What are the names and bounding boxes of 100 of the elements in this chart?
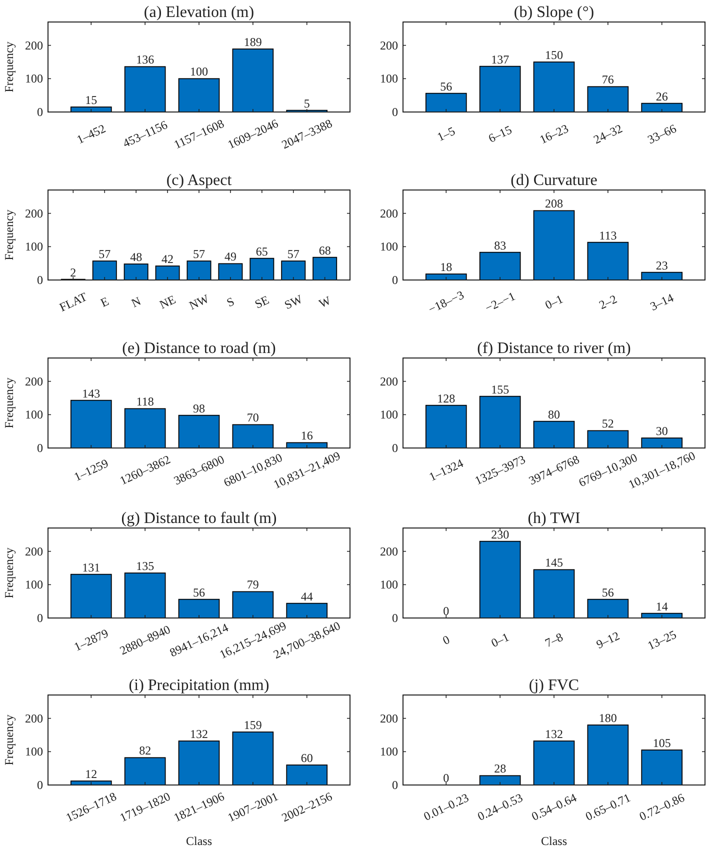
data-label: 131 [82,560,100,574]
x-tick-label: SW [282,292,306,312]
data-label: 26 [656,89,668,104]
chart-title: (f) Distance to river (m) [477,340,631,357]
y-tick-label: 200 [25,711,43,726]
data-label: 28 [494,762,506,776]
data-label: 57 [287,247,300,261]
x-tick-label: 6–15 [486,122,514,146]
y-axis-title: Frequency [2,548,16,598]
data-label: 56 [193,585,205,600]
chart-title: (e) Distance to road (m) [122,340,276,357]
y-axis-title: Frequency [2,378,16,428]
data-label: 2 [70,265,76,280]
data-label: 80 [548,407,560,422]
data-label: 132 [190,727,208,741]
y-tick-label: 100 [380,744,398,759]
data-label: 105 [652,736,671,750]
y-tick-label: 100 [380,578,398,592]
x-tick-label: 9–12 [594,628,622,652]
chart-title: (d) Curvature [510,172,598,189]
chart-title: (a) Elevation (m) [144,4,254,21]
y-tick-label: 200 [25,374,43,388]
x-tick-label: 1–452 [74,121,108,147]
y-tick-label: 200 [380,206,398,220]
data-label: 118 [136,394,154,409]
y-tick-label: 0 [392,273,398,287]
x-tick-label: −2–−1 [482,288,518,316]
y-axis-title: Frequency [2,210,16,260]
data-label: 56 [602,585,614,600]
y-tick-label: 200 [25,206,43,220]
data-label: 15 [85,93,98,107]
data-label: 60 [300,751,313,765]
data-label: 230 [491,527,510,542]
y-tick-label: 100 [25,408,43,422]
data-label: 137 [491,52,510,66]
data-label: 128 [437,391,456,406]
x-tick-label: SE [252,292,272,312]
x-tick-label: FLAT [57,289,90,314]
data-label: 44 [300,589,313,604]
data-label: 208 [545,196,563,211]
y-tick-label: 100 [25,578,43,592]
chart-title: (i) Precipitation (mm) [128,677,270,694]
x-tick-label: 2–2 [596,292,620,312]
y-tick-label: 100 [25,72,43,86]
chart-title: (b) Slope (°) [514,4,594,21]
x-tick-label: S [224,294,236,310]
y-tick-label: 200 [25,38,43,52]
chart-title: (h) TWI [528,510,580,527]
y-tick-label: 100 [380,240,398,254]
x-axis-title: Class [186,834,212,848]
data-label: 100 [190,64,208,79]
data-label: 159 [244,718,262,732]
data-label: 79 [246,578,259,592]
y-tick-label: 100 [25,744,43,759]
x-tick-label: 24–32 [591,121,624,147]
data-label: 143 [82,386,100,400]
data-label: 48 [130,250,142,264]
y-axis-title: Frequency [2,714,16,766]
x-tick-label: −18–−3 [426,288,466,316]
data-label: 150 [545,48,563,62]
data-label: 14 [656,599,668,614]
x-tick-label: E [98,294,111,310]
data-label: 132 [545,727,563,741]
data-label: 18 [440,260,452,274]
data-label: 42 [162,252,174,266]
x-tick-label: 7–8 [542,630,566,650]
data-label: 12 [85,767,98,781]
y-tick-label: 0 [37,778,43,792]
chart-title: (g) Distance to fault (m) [121,510,277,527]
y-tick-label: 0 [392,105,398,119]
data-label: 52 [602,416,614,431]
data-label: 49 [224,250,236,264]
x-tick-label: 13–25 [645,627,678,653]
x-tick-label: NW [186,291,212,313]
y-tick-label: 200 [380,374,398,388]
x-tick-label: 33–66 [645,121,678,147]
y-tick-label: 200 [380,544,398,558]
chart-title: (j) FVC [528,677,580,694]
data-label: 83 [494,238,506,252]
y-tick-label: 0 [392,778,398,792]
data-label: 56 [440,79,452,94]
y-tick-label: 200 [380,711,398,726]
data-label: 82 [139,744,152,758]
data-label: 0 [443,771,450,785]
data-label: 30 [656,424,668,438]
data-label: 136 [136,52,154,67]
y-tick-label: 100 [380,408,398,422]
y-tick-label: 100 [25,240,43,254]
x-tick-label: 0 [440,632,452,648]
y-tick-label: 200 [380,38,398,52]
data-label: 76 [602,72,614,87]
data-label: 23 [656,258,668,272]
data-label: 180 [598,711,617,725]
y-tick-label: 0 [37,105,43,119]
data-label: 155 [491,382,510,396]
x-tick-label: 3–14 [648,290,676,314]
data-label: 57 [193,247,205,261]
data-label: 57 [98,247,111,261]
data-label: 70 [246,410,259,425]
data-label: 5 [304,96,310,110]
